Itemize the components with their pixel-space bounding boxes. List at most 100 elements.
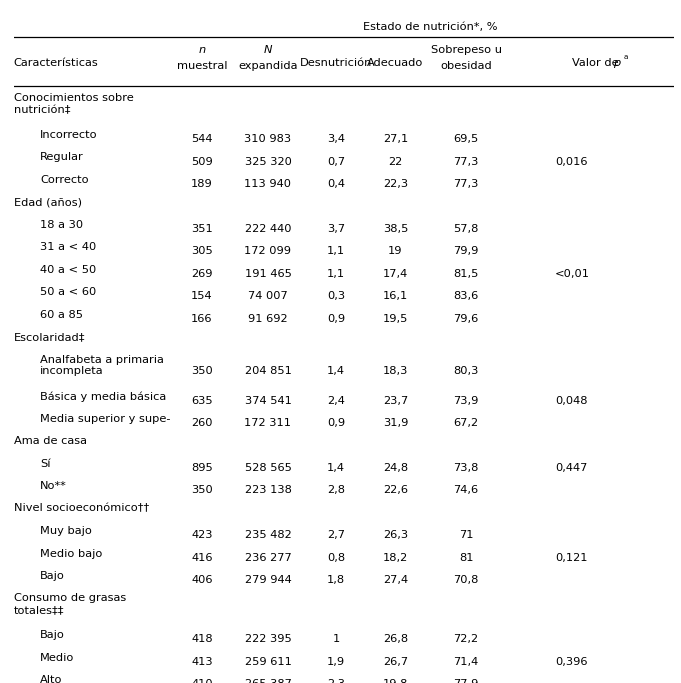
Text: 0,3: 0,3: [327, 292, 345, 301]
Text: Básica y media básica: Básica y media básica: [40, 391, 166, 402]
Text: expandida: expandida: [238, 61, 298, 71]
Text: 77,3: 77,3: [454, 156, 479, 167]
Text: n: n: [198, 45, 206, 55]
Text: 635: 635: [191, 395, 212, 406]
Text: 19,8: 19,8: [383, 680, 408, 683]
Text: Analfabeta a primaria
incompleta: Analfabeta a primaria incompleta: [40, 354, 164, 376]
Text: 1: 1: [332, 635, 340, 644]
Text: Incorrecto: Incorrecto: [40, 130, 97, 140]
Text: 325 320: 325 320: [244, 156, 291, 167]
Text: 0,447: 0,447: [556, 463, 588, 473]
Text: 18,2: 18,2: [383, 553, 408, 563]
Text: Consumo de grasas
totales‡‡: Consumo de grasas totales‡‡: [14, 594, 126, 615]
Text: 350: 350: [191, 486, 212, 495]
Text: 2,7: 2,7: [327, 530, 345, 540]
Text: 350: 350: [191, 366, 212, 376]
Text: 204 851: 204 851: [244, 366, 291, 376]
Text: 16,1: 16,1: [383, 292, 408, 301]
Text: 406: 406: [191, 575, 212, 585]
Text: 265 387: 265 387: [244, 680, 291, 683]
Text: 418: 418: [191, 635, 212, 644]
Text: 222 395: 222 395: [244, 635, 291, 644]
Text: 259 611: 259 611: [244, 657, 291, 667]
Text: 1,1: 1,1: [327, 269, 345, 279]
Text: <0,01: <0,01: [554, 269, 589, 279]
Text: Medio bajo: Medio bajo: [40, 548, 102, 559]
Text: Sobrepeso u: Sobrepeso u: [430, 45, 502, 55]
Text: Correcto: Correcto: [40, 175, 89, 185]
Text: 77,9: 77,9: [454, 680, 479, 683]
Text: 1,4: 1,4: [327, 463, 345, 473]
Text: 27,1: 27,1: [383, 134, 408, 144]
Text: 222 440: 222 440: [244, 224, 291, 234]
Text: 57,8: 57,8: [454, 224, 479, 234]
Text: Bajo: Bajo: [40, 571, 65, 581]
Text: 1,8: 1,8: [327, 575, 345, 585]
Text: 79,9: 79,9: [454, 247, 479, 257]
Text: 18,3: 18,3: [383, 366, 408, 376]
Text: 166: 166: [191, 314, 212, 324]
Text: 269: 269: [191, 269, 212, 279]
Text: 69,5: 69,5: [454, 134, 479, 144]
Text: 22: 22: [388, 156, 402, 167]
Text: 0,8: 0,8: [327, 553, 345, 563]
Text: 191 465: 191 465: [244, 269, 291, 279]
Text: 410: 410: [191, 680, 212, 683]
Text: 79,6: 79,6: [454, 314, 479, 324]
Text: 26,7: 26,7: [383, 657, 408, 667]
Text: 26,3: 26,3: [383, 530, 408, 540]
Text: 60 a 85: 60 a 85: [40, 309, 83, 320]
Text: 172 099: 172 099: [244, 247, 291, 257]
Text: a: a: [623, 54, 628, 60]
Text: Conocimientos sobre
nutrición‡: Conocimientos sobre nutrición‡: [14, 94, 133, 115]
Text: 27,4: 27,4: [383, 575, 408, 585]
Text: 72,2: 72,2: [454, 635, 479, 644]
Text: 40 a < 50: 40 a < 50: [40, 265, 96, 275]
Text: Adecuado: Adecuado: [367, 57, 424, 68]
Text: muestral: muestral: [176, 61, 227, 71]
Text: 31,9: 31,9: [383, 418, 408, 428]
Text: 71: 71: [459, 530, 473, 540]
Text: 2,8: 2,8: [327, 486, 345, 495]
Text: Media superior y supe-: Media superior y supe-: [40, 414, 170, 424]
Text: 18 a 30: 18 a 30: [40, 220, 83, 230]
Text: 24,8: 24,8: [383, 463, 408, 473]
Text: 70,8: 70,8: [454, 575, 479, 585]
Text: 1,9: 1,9: [327, 657, 345, 667]
Text: Escolaridad‡: Escolaridad‡: [14, 332, 85, 342]
Text: 0,396: 0,396: [556, 657, 588, 667]
Text: obesidad: obesidad: [440, 61, 492, 71]
Text: 0,9: 0,9: [327, 418, 345, 428]
Text: Ama de casa: Ama de casa: [14, 436, 86, 446]
Text: N: N: [264, 45, 272, 55]
Text: 23,7: 23,7: [383, 395, 408, 406]
Text: Bajo: Bajo: [40, 630, 65, 640]
Text: 74 007: 74 007: [248, 292, 288, 301]
Text: 0,121: 0,121: [556, 553, 588, 563]
Text: 305: 305: [191, 247, 212, 257]
Text: 22,6: 22,6: [383, 486, 408, 495]
Text: 154: 154: [191, 292, 212, 301]
Text: 416: 416: [191, 553, 212, 563]
Text: Características: Características: [14, 57, 98, 68]
Text: 544: 544: [191, 134, 212, 144]
Text: 71,4: 71,4: [454, 657, 479, 667]
Text: 26,8: 26,8: [383, 635, 408, 644]
Text: 74,6: 74,6: [454, 486, 479, 495]
Text: 38,5: 38,5: [383, 224, 408, 234]
Text: 73,8: 73,8: [454, 463, 479, 473]
Text: 260: 260: [191, 418, 212, 428]
Text: Desnutrición: Desnutrición: [300, 57, 372, 68]
Text: 0,9: 0,9: [327, 314, 345, 324]
Text: 2,3: 2,3: [327, 680, 345, 683]
Text: Sí: Sí: [40, 459, 50, 469]
Text: 0,048: 0,048: [556, 395, 588, 406]
Text: 235 482: 235 482: [244, 530, 291, 540]
Text: Edad (años): Edad (años): [14, 197, 82, 208]
Text: 50 a < 60: 50 a < 60: [40, 288, 96, 297]
Text: No**: No**: [40, 482, 67, 491]
Text: 67,2: 67,2: [454, 418, 479, 428]
Text: p: p: [614, 57, 620, 68]
Text: 189: 189: [191, 179, 212, 189]
Text: 895: 895: [191, 463, 212, 473]
